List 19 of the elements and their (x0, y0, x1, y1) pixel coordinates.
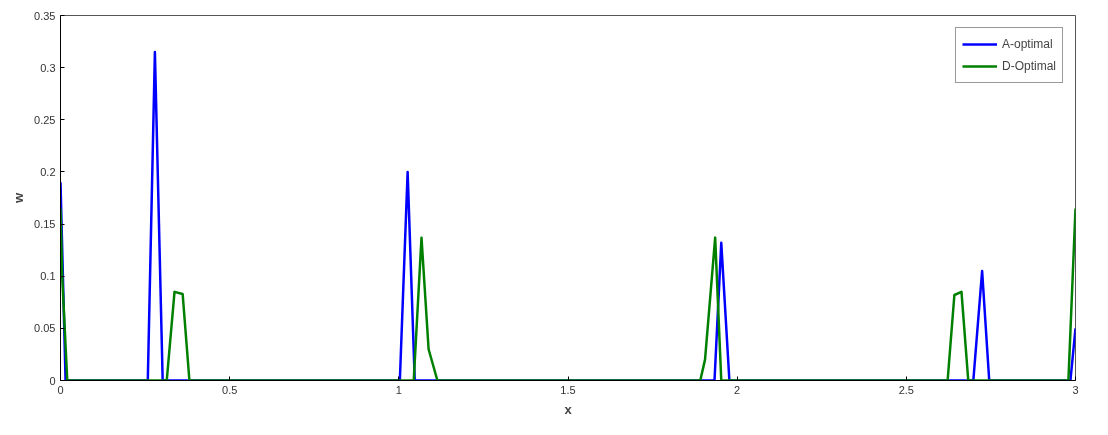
y-axis-title: w (11, 192, 27, 205)
x-tick-label: 1 (395, 383, 402, 396)
legend-label: D-Optimal (1001, 59, 1056, 73)
y-tick-label: 0.05 (34, 322, 56, 335)
y-tick-label: 0.2 (40, 165, 56, 178)
x-tick-label: 3 (1072, 383, 1079, 396)
y-tick-label: 0.3 (40, 61, 56, 74)
x-tick-label: 2.5 (898, 383, 914, 396)
x-tick-label: 2 (734, 383, 741, 396)
x-tick-label: 1.5 (560, 383, 576, 396)
x-tick-label: 0.5 (222, 383, 238, 396)
y-tick-label: 0.25 (34, 113, 56, 126)
y-tick-label: 0 (49, 374, 56, 387)
y-tick-label: 0.1 (40, 270, 56, 283)
y-tick-label: 0.35 (34, 9, 56, 22)
y-tick-label: 0.15 (34, 218, 56, 231)
legend-label: A-optimal (1001, 37, 1053, 51)
x-tick-label: 0 (57, 383, 64, 396)
x-axis-title: x (564, 401, 573, 417)
